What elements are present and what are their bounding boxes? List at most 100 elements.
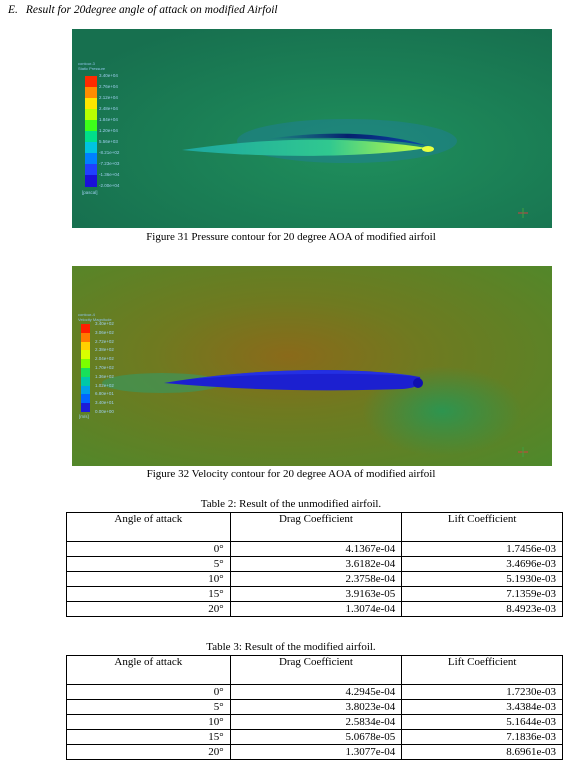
figure-31-caption: Figure 31 Pressure contour for 20 degree… — [146, 231, 436, 243]
color-scale-segment — [85, 76, 97, 88]
color-scale-segment — [85, 175, 97, 187]
table-row: 0° 4.2945e-04 1.7230e-03 — [66, 684, 563, 700]
table-row: 15° 5.0678e-05 7.1836e-03 — [66, 729, 563, 745]
scale-tick-label: -8.21e+02 — [99, 150, 120, 155]
color-scale-segment — [81, 394, 90, 404]
scale-tick-label: 1.84e+04 — [99, 117, 118, 122]
pressure-field — [72, 29, 552, 228]
scale-tick-label: 1.70e+02 — [95, 365, 114, 370]
table-cell: 8.4923e-03 — [401, 601, 563, 617]
table-row: 20° 1.3077e-04 8.6961e-03 — [66, 744, 563, 760]
table-header-row: Angle of attack Drag Coefficient Lift Coef… — [66, 512, 563, 542]
table-cell: 15° — [66, 729, 231, 745]
color-scale-segment — [81, 350, 90, 360]
table-cell: 5° — [66, 556, 231, 572]
color-scale-segment — [81, 324, 90, 334]
column-header: Lift Coefficient — [401, 655, 563, 685]
table-cell: 3.4696e-03 — [401, 556, 563, 572]
scale-tick-label: -7.23e+03 — [99, 161, 120, 166]
velocity-unit: [m/s] — [79, 414, 89, 419]
table-2-unmodified-airfoil: Angle of attack Drag Coefficient Lift Coef… — [66, 512, 563, 617]
table-row: 0° 4.1367e-04 1.7456e-03 — [66, 541, 563, 557]
table-cell: 4.2945e-04 — [229, 684, 403, 700]
pressure-contour-image: contour-3 Static Pressure 3.40e+04 2.76e+… — [72, 29, 552, 228]
color-scale-segment — [85, 109, 97, 121]
velocity-contour-image: contour-4 Velocity Magnitude 3.40e+02 3.0… — [72, 266, 552, 466]
scale-tick-label: 2.72e+02 — [95, 338, 114, 344]
table-cell: 1.3077e-04 — [229, 744, 403, 760]
column-header: Drag Coefficient — [229, 512, 403, 542]
scale-tick-label: -2.00e+04 — [99, 183, 120, 188]
table-cell: 5.0678e-05 — [229, 729, 403, 745]
color-scale-segment — [85, 120, 97, 132]
column-header: Angle of attack — [66, 655, 231, 685]
color-scale-segment — [85, 98, 97, 110]
color-scale-segment — [81, 385, 90, 395]
section-label: E. — [8, 4, 18, 16]
color-scale-segment — [85, 87, 97, 99]
table-row: 15° 3.9163e-05 7.1359e-03 — [66, 586, 563, 602]
table-cell: 0° — [66, 541, 231, 557]
table-cell: 2.3758e-04 — [229, 571, 403, 587]
figure-32-caption: Figure 32 Velocity contour for 20 degree… — [146, 468, 436, 480]
scale-tick-label: 1.02e+02 — [95, 382, 114, 388]
scale-tick-label: 6.80e+01 — [95, 391, 114, 397]
scale-tick-label: 1.20e+04 — [99, 128, 118, 133]
table-row: 5° 3.8023e-04 3.4384e-03 — [66, 699, 563, 715]
table-cell: 2.5834e-04 — [229, 714, 403, 730]
color-scale-segment — [81, 376, 90, 387]
section-heading: E. Result for 20degree angle of attack on… — [8, 4, 278, 16]
pressure-color-scale — [85, 76, 97, 187]
color-scale-segment — [81, 403, 90, 413]
table-cell: 20° — [66, 601, 231, 617]
velocity-field — [72, 266, 552, 466]
color-scale-segment — [81, 359, 90, 369]
color-scale-segment — [81, 332, 90, 343]
table-cell: 7.1359e-03 — [401, 586, 563, 602]
scale-tick-label: 2.76e+04 — [99, 84, 118, 89]
color-scale-segment — [81, 341, 90, 351]
scale-tick-label: -1.36e+04 — [99, 172, 120, 177]
table-cell: 5° — [66, 699, 231, 715]
table-header-row: Angle of attack Drag Coefficient Lift Coef… — [66, 655, 563, 685]
pressure-legend-title: contour-3 Static Pressure — [78, 61, 106, 71]
scale-tick-label: 3.40e+04 — [99, 73, 118, 78]
table-cell: 1.7230e-03 — [401, 684, 563, 700]
table-cell: 3.6182e-04 — [229, 556, 403, 572]
color-scale-segment — [85, 131, 97, 143]
table-cell: 10° — [66, 571, 231, 587]
scale-tick-label: 2.38e+02 — [95, 347, 114, 353]
scale-tick-label: 3.06e+02 — [95, 329, 114, 335]
table-cell: 15° — [66, 586, 231, 602]
table-row: 10° 2.5834e-04 5.1644e-03 — [66, 714, 563, 730]
velocity-legend-title: contour-4 Velocity Magnitude — [78, 312, 112, 322]
table-row: 5° 3.6182e-04 3.4696e-03 — [66, 556, 563, 572]
table-cell: 5.1644e-03 — [401, 714, 563, 730]
table-cell: 20° — [66, 744, 231, 760]
color-scale-segment — [85, 164, 97, 176]
table-cell: 8.6961e-03 — [401, 744, 563, 760]
table-row: 20° 1.3074e-04 8.4923e-03 — [66, 601, 563, 617]
color-scale-segment — [85, 142, 97, 154]
column-header: Drag Coefficient — [229, 655, 403, 685]
table-cell: 3.8023e-04 — [229, 699, 403, 715]
scale-tick-label: 1.36e+02 — [95, 373, 114, 379]
pressure-unit: [pascal] — [82, 190, 98, 195]
scale-tick-label: 2.04e+02 — [95, 356, 114, 362]
table-cell: 10° — [66, 714, 231, 730]
velocity-color-scale — [81, 324, 90, 413]
scale-tick-label: 2.12e+04 — [99, 95, 118, 100]
scale-tick-label: 0.00e+00 — [95, 409, 114, 414]
table-row: 10° 2.3758e-04 5.1930e-03 — [66, 571, 563, 587]
scale-tick-label: 3.40e+01 — [95, 400, 114, 406]
table-cell: 4.1367e-04 — [229, 541, 403, 557]
table-cell: 1.3074e-04 — [229, 601, 403, 617]
color-scale-segment — [85, 153, 97, 165]
table-3-caption: Table 3: Result of the modified airfoil. — [206, 641, 376, 653]
table-3-modified-airfoil: Angle of attack Drag Coefficient Lift Coef… — [66, 655, 563, 760]
table-cell: 5.1930e-03 — [401, 571, 563, 587]
table-cell: 7.1836e-03 — [401, 729, 563, 745]
color-scale-segment — [81, 368, 90, 378]
scale-tick-label: 2.48e+04 — [99, 106, 118, 111]
table-cell: 3.4384e-03 — [401, 699, 563, 715]
